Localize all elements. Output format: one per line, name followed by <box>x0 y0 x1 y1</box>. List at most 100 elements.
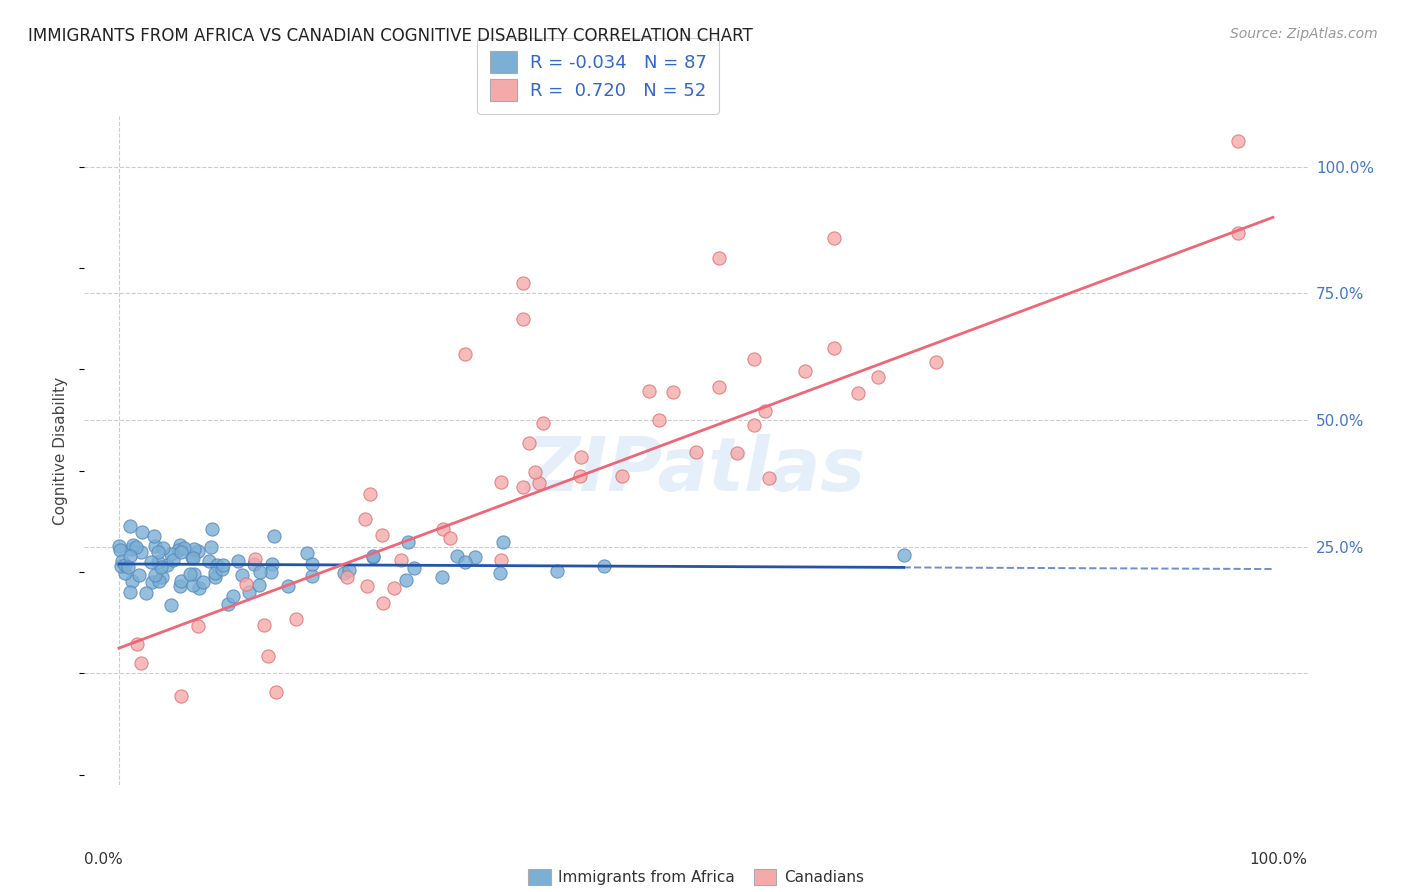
Point <box>925 355 948 369</box>
Point <box>211 562 233 576</box>
Point <box>794 364 817 378</box>
Point <box>146 555 169 569</box>
Point <box>114 558 136 572</box>
Point <box>464 549 486 564</box>
Point <box>127 637 149 651</box>
Y-axis label: Cognitive Disability: Cognitive Disability <box>53 376 69 524</box>
Point <box>337 563 360 577</box>
Point <box>152 541 174 555</box>
Point <box>114 566 136 580</box>
Point <box>131 524 153 539</box>
Point <box>491 475 513 490</box>
Point <box>446 549 468 563</box>
Point <box>277 579 299 593</box>
Point <box>143 529 166 543</box>
Point <box>592 559 614 574</box>
Point <box>243 552 266 566</box>
Text: 100.0%: 100.0% <box>1250 852 1308 867</box>
Point <box>139 555 162 569</box>
Point <box>169 574 191 588</box>
Point <box>754 404 776 418</box>
Point <box>160 598 183 612</box>
Point <box>181 551 204 566</box>
Point <box>823 341 845 355</box>
Point <box>489 553 512 567</box>
Point <box>547 564 569 578</box>
Point <box>725 446 748 460</box>
Point <box>361 549 384 564</box>
Point <box>169 579 191 593</box>
Point <box>120 541 142 556</box>
Point <box>181 578 204 592</box>
Point <box>404 560 426 574</box>
Point <box>262 557 284 571</box>
Point <box>173 541 195 555</box>
Point <box>108 539 131 553</box>
Point <box>823 230 845 244</box>
Point <box>187 581 209 595</box>
Point <box>200 540 222 554</box>
Point <box>301 557 323 571</box>
Point <box>146 545 169 559</box>
Point <box>742 352 765 367</box>
Point <box>235 576 257 591</box>
Point <box>204 566 226 580</box>
Point <box>167 542 190 557</box>
Point <box>492 535 515 549</box>
Point <box>238 585 260 599</box>
Point <box>179 566 201 581</box>
Point <box>685 445 707 459</box>
Point <box>707 251 730 265</box>
Point <box>145 567 167 582</box>
Point <box>247 578 270 592</box>
Point <box>517 436 540 450</box>
Point <box>180 549 202 564</box>
Point <box>183 567 205 582</box>
Point <box>204 570 226 584</box>
Point <box>207 558 229 572</box>
Point <box>187 619 209 633</box>
Point <box>285 612 308 626</box>
Point <box>226 553 249 567</box>
Point <box>252 617 274 632</box>
Point <box>117 560 139 574</box>
Point <box>231 568 253 582</box>
Point <box>868 369 890 384</box>
Point <box>120 549 142 563</box>
Point <box>141 574 163 589</box>
Point <box>637 384 659 398</box>
Point <box>648 413 671 427</box>
Point <box>353 511 375 525</box>
Legend: Immigrants from Africa, Canadians: Immigrants from Africa, Canadians <box>522 863 870 891</box>
Point <box>243 557 266 571</box>
Point <box>454 347 477 361</box>
Point <box>217 598 239 612</box>
Point <box>742 418 765 433</box>
Point <box>266 685 288 699</box>
Point <box>256 648 278 663</box>
Point <box>162 553 184 567</box>
Point <box>371 596 394 610</box>
Point <box>523 465 546 479</box>
Point <box>156 558 179 572</box>
Point <box>121 574 143 588</box>
Point <box>170 545 193 559</box>
Text: IMMIGRANTS FROM AFRICA VS CANADIAN COGNITIVE DISABILITY CORRELATION CHART: IMMIGRANTS FROM AFRICA VS CANADIAN COGNI… <box>28 27 752 45</box>
Point <box>201 522 224 536</box>
Point <box>110 542 132 557</box>
Point <box>143 539 166 553</box>
Point <box>454 555 477 569</box>
Point <box>183 542 205 557</box>
Point <box>187 544 209 558</box>
Point <box>193 575 215 590</box>
Point <box>356 579 378 593</box>
Point <box>128 568 150 582</box>
Point <box>1227 134 1250 148</box>
Point <box>707 380 730 394</box>
Point <box>212 558 235 572</box>
Point <box>359 487 381 501</box>
Point <box>846 385 869 400</box>
Point <box>1227 226 1250 240</box>
Point <box>389 552 412 566</box>
Point <box>148 574 170 588</box>
